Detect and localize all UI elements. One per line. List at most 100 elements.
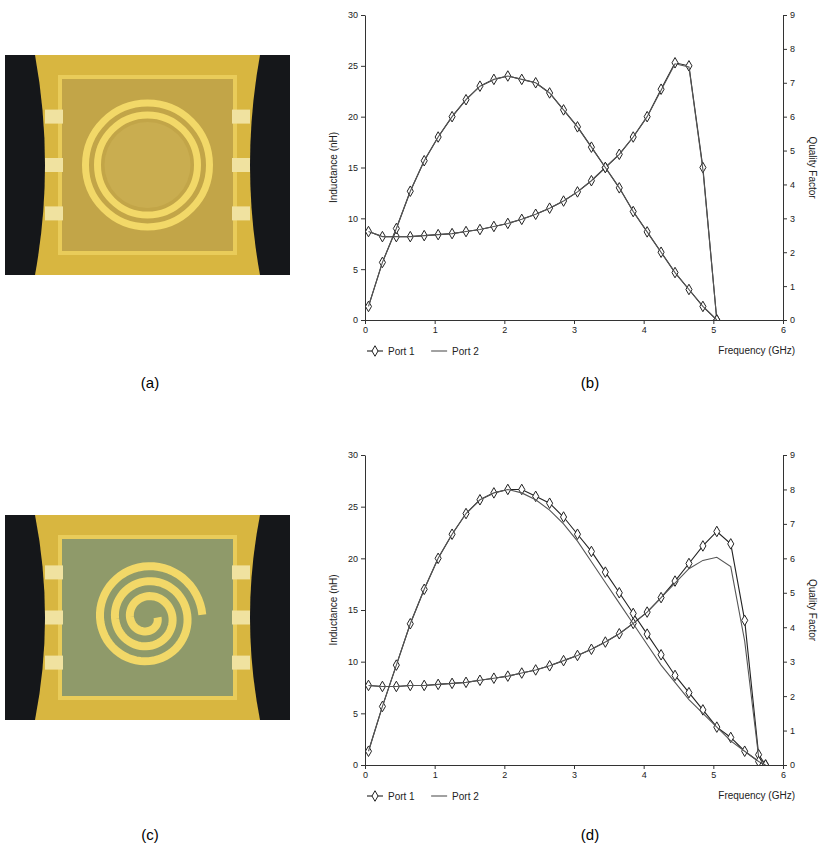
y-tick-label: 15 [348, 605, 358, 615]
series-marker [365, 746, 371, 757]
y2-axis: 0123456789 [783, 10, 795, 325]
x-tick-label: 1 [433, 325, 438, 335]
series-line [368, 76, 716, 320]
y2-axis-title: Quality Factor [807, 136, 818, 199]
x-tick-mark [435, 765, 436, 769]
y2-tick-mark [783, 593, 787, 594]
photo [5, 515, 290, 720]
y2-tick: 7 [783, 519, 795, 529]
y2-tick: 1 [783, 726, 795, 736]
y2-tick: 9 [783, 450, 795, 460]
y2-tick-mark [783, 252, 787, 253]
photo-probe-pad [232, 110, 250, 124]
y-tick-label: 20 [348, 554, 358, 564]
y-axis-line [365, 456, 366, 766]
photo-probe-pad [45, 110, 63, 124]
series-line [368, 63, 716, 320]
y2-tick: 0 [783, 760, 795, 770]
y2-tick-label: 7 [790, 78, 795, 88]
y2-tick: 8 [783, 485, 795, 495]
y2-tick-label: 2 [790, 691, 795, 701]
y2-tick-mark [783, 83, 787, 84]
y2-tick-label: 0 [790, 315, 795, 325]
y-tick-label: 5 [353, 709, 358, 719]
y2-tick-label: 4 [790, 623, 795, 633]
x-tick-label: 3 [572, 325, 577, 335]
y2-tick-label: 0 [790, 760, 795, 770]
photo-pad-frame [60, 77, 235, 253]
series-line [368, 489, 765, 765]
y-tick: 0 [353, 760, 365, 770]
y-tick: 10 [348, 657, 365, 667]
y2-tick: 8 [783, 44, 795, 54]
y-tick-label: 30 [348, 450, 358, 460]
x-tick-label: 2 [502, 770, 507, 780]
x-tick: 3 [572, 765, 577, 780]
x-tick-mark [713, 320, 714, 324]
series-line [368, 489, 765, 765]
y-tick-mark [361, 269, 365, 270]
y2-tick-mark [783, 558, 787, 559]
y-tick-mark [361, 558, 365, 559]
series-marker [588, 546, 594, 557]
y2-axis-line [783, 16, 784, 321]
x-tick: 2 [502, 765, 507, 780]
x-axis: 0123456 [363, 765, 786, 780]
y-tick: 0 [353, 315, 365, 325]
series-marker [630, 608, 636, 619]
y-tick: 20 [348, 554, 365, 564]
photo-inductor-ring [98, 115, 198, 215]
y-tick-label: 20 [348, 112, 358, 122]
x-tick-label: 6 [781, 770, 786, 780]
photo-probe-pad [232, 565, 250, 579]
y2-tick-label: 5 [790, 146, 795, 156]
y2-tick-label: 6 [790, 554, 795, 564]
y2-tick: 2 [783, 248, 795, 258]
y2-tick: 3 [783, 214, 795, 224]
y2-tick-label: 3 [790, 214, 795, 224]
y2-tick-label: 4 [790, 180, 795, 190]
x-tick-label: 3 [572, 770, 577, 780]
photo-probe [5, 55, 45, 275]
y2-tick-mark [783, 184, 787, 185]
panel-label: (c) [141, 826, 159, 843]
y-axis: 051015202530 [348, 10, 366, 325]
photo-ground [5, 515, 290, 720]
y2-tick-mark [783, 117, 787, 118]
y2-tick-label: 9 [790, 450, 795, 460]
photo-probe [250, 515, 290, 720]
y2-tick: 2 [783, 691, 795, 701]
photo-probe-pad [45, 565, 63, 579]
x-tick: 2 [502, 320, 507, 335]
x-tick-mark [644, 320, 645, 324]
series-line [368, 531, 765, 765]
y2-tick-mark [783, 15, 787, 16]
series-line [368, 557, 765, 765]
y-tick: 20 [348, 112, 365, 122]
y2-axis-line [783, 456, 784, 766]
y2-tick-label: 3 [790, 657, 795, 667]
x-tick: 3 [572, 320, 577, 335]
y2-tick: 5 [783, 146, 795, 156]
x-tick-label: 0 [363, 770, 368, 780]
y2-tick-mark [783, 455, 787, 456]
x-tick: 1 [433, 765, 438, 780]
y2-tick-mark [783, 662, 787, 663]
legend: Port 1Port 2 [367, 791, 479, 802]
y2-tick-mark [783, 320, 787, 321]
x-axis-title: Frequency (GHz) [718, 790, 795, 801]
panel-label: (a) [141, 374, 159, 391]
x-tick: 4 [642, 320, 647, 335]
series-line [368, 64, 716, 320]
y2-tick-label: 1 [790, 726, 795, 736]
legend-item: Port 1 [367, 346, 415, 357]
y-tick-label: 0 [353, 315, 358, 325]
series-marker [728, 539, 734, 550]
photo-probe-pad [232, 656, 250, 670]
y-tick-mark [361, 455, 365, 456]
y2-tick: 9 [783, 10, 795, 20]
legend-item: Port 1 [367, 791, 415, 802]
chart: 01234560510152025300123456789Inductance … [328, 450, 818, 801]
y-axis-title: Inductance (nH) [328, 132, 339, 203]
x-tick-label: 2 [502, 325, 507, 335]
